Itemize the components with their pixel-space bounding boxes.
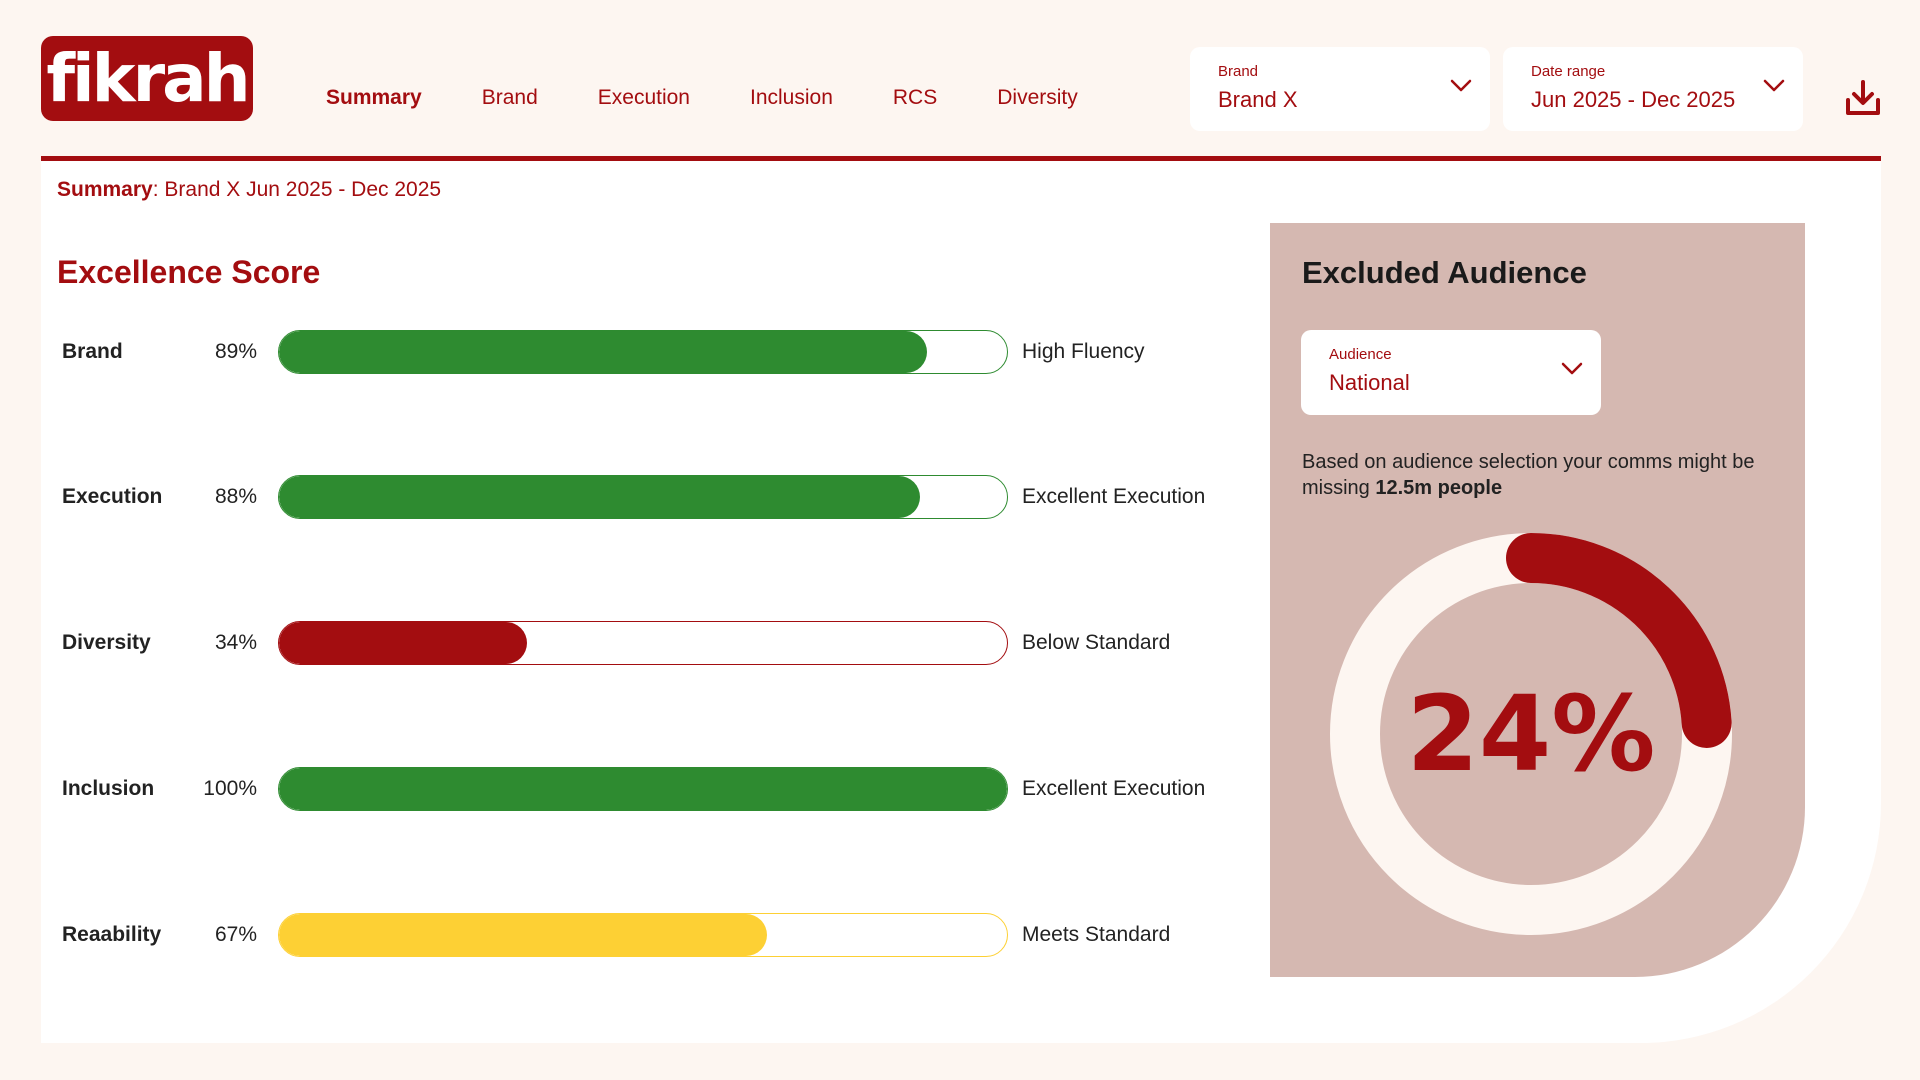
nav-item-diversity[interactable]: Diversity (997, 86, 1078, 109)
score-name: Inclusion (62, 777, 155, 800)
nav-item-rcs[interactable]: RCS (892, 86, 938, 109)
audience-dropdown[interactable]: Audience National (1301, 330, 1601, 415)
score-percent: 67% (214, 923, 257, 946)
excellence-score-title: Excellence Score (57, 254, 321, 290)
score-percent: 89% (214, 340, 257, 363)
audience-dropdown-value: National (1329, 370, 1410, 395)
score-row-diversity: Diversity 34% Below Standard (62, 621, 1242, 667)
excluded-percent: 24% (1406, 673, 1656, 795)
progress-bar (278, 330, 1008, 374)
donut-value-arc (1506, 533, 1732, 748)
logo-text: fikrah (46, 39, 250, 117)
excluded-audience-text: Based on audience selection your comms m… (1302, 449, 1772, 501)
fikrah-logo[interactable]: fikrah (41, 36, 253, 121)
brand-dropdown-value: Brand X (1218, 87, 1298, 112)
brand-dropdown-label: Brand (1218, 63, 1259, 80)
excluded-people-count: 12.5m people (1375, 477, 1503, 499)
nav-item-summary[interactable]: Summary (326, 86, 422, 109)
nav-item-execution[interactable]: Execution (597, 86, 690, 109)
score-percent: 34% (214, 631, 257, 654)
date-range-label: Date range (1531, 63, 1606, 80)
progress-bar (278, 475, 1008, 519)
score-status: Below Standard (1022, 631, 1171, 654)
score-row-execution: Execution 88% Excellent Execution (62, 475, 1242, 521)
score-status: High Fluency (1022, 340, 1145, 363)
progress-bar (278, 767, 1008, 811)
score-status: Excellent Execution (1022, 777, 1206, 800)
summary-prefix: Summary (57, 178, 153, 201)
chevron-down-icon (1763, 79, 1785, 92)
excluded-donut-chart (1330, 533, 1732, 935)
nav-item-brand[interactable]: Brand (481, 86, 538, 109)
progress-bar-fill (279, 622, 527, 664)
progress-bar-fill (279, 914, 767, 956)
date-range-value: Jun 2025 - Dec 2025 (1531, 87, 1736, 112)
progress-bar-fill (279, 768, 1007, 810)
summary-breadcrumb: Summary: Brand X Jun 2025 - Dec 2025 (57, 178, 441, 202)
main-nav: Summary Brand Execution Inclusion RCS Di… (326, 86, 1138, 110)
score-name: Diversity (62, 631, 151, 654)
score-status: Meets Standard (1022, 923, 1171, 946)
excluded-text-body: Based on audience selection your comms m… (1302, 451, 1755, 499)
score-percent: 88% (214, 485, 257, 508)
audience-dropdown-label: Audience (1329, 346, 1392, 363)
excluded-audience-title: Excluded Audience (1302, 255, 1587, 290)
score-name: Execution (62, 485, 163, 508)
progress-bar (278, 621, 1008, 665)
excluded-audience-panel: Excluded Audience Audience National Base… (1270, 223, 1805, 977)
score-name: Reaability (62, 923, 162, 946)
date-range-dropdown[interactable]: Date range Jun 2025 - Dec 2025 (1503, 47, 1803, 131)
progress-bar-fill (279, 476, 920, 518)
nav-item-inclusion[interactable]: Inclusion (750, 86, 833, 109)
download-icon[interactable] (1846, 80, 1880, 116)
brand-dropdown[interactable]: Brand Brand X (1190, 47, 1490, 131)
score-row-brand: Brand 89% High Fluency (62, 330, 1242, 376)
score-percent: 100% (203, 777, 257, 800)
header-divider (41, 156, 1881, 161)
chevron-down-icon (1450, 79, 1472, 92)
chevron-down-icon (1561, 362, 1583, 375)
summary-text: : Brand X Jun 2025 - Dec 2025 (152, 178, 442, 201)
score-name: Brand (62, 340, 123, 363)
progress-bar-fill (279, 331, 927, 373)
score-row-reaability: Reaability 67% Meets Standard (62, 913, 1242, 959)
score-status: Excellent Execution (1022, 485, 1206, 508)
score-row-inclusion: Inclusion 100% Excellent Execution (62, 767, 1242, 813)
progress-bar (278, 913, 1008, 957)
